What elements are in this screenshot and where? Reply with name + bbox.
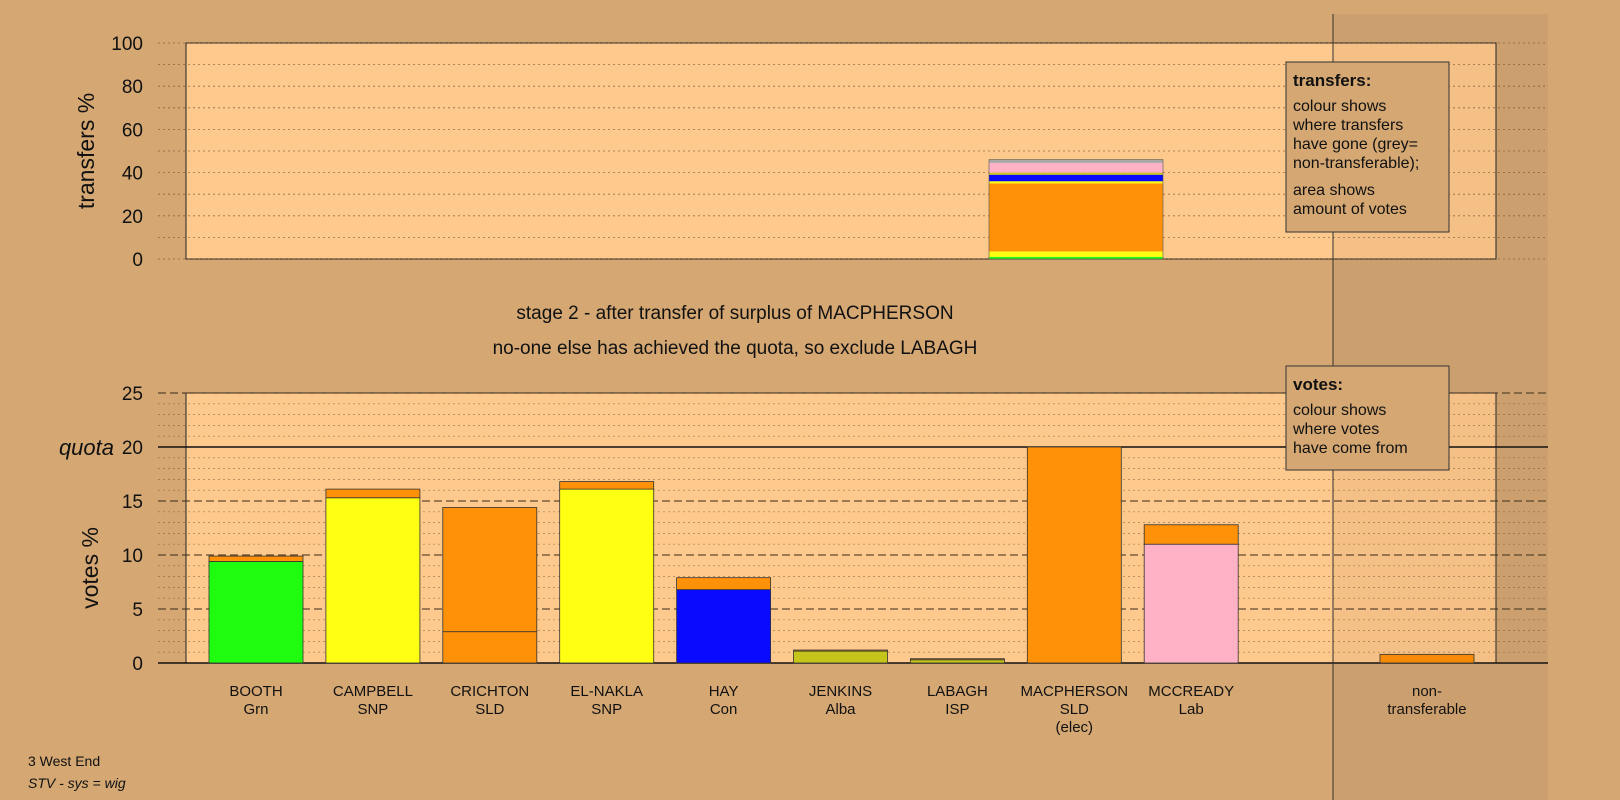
candidate-party-label: SLD [475,701,504,718]
transfer-segment-mccready [989,162,1163,173]
votes-y-tick-label: 15 [122,492,143,513]
bar-campbell-segment [325,488,421,499]
bar-el-nakla-segment [559,481,655,490]
transfers-legend-text: non-transferable); [1293,155,1419,172]
ward-name: 3 West End [28,753,100,769]
bar-booth-segment [208,561,304,664]
candidate-name-label: CAMPBELL [333,683,413,700]
transfers-y-tick-label: 20 [122,207,143,228]
votes-y-tick-label: 10 [122,546,143,567]
transfers-legend-text: colour shows [1293,98,1386,115]
candidate-name-label: LABAGH [927,683,988,700]
transfer-segment-crichton [989,183,1163,252]
candidate-party-label: SLD [1060,701,1089,718]
transfers-y-tick-label: 40 [122,164,143,185]
transfers-y-tick-label: 80 [122,77,143,98]
system-label: STV - sys = wig [28,775,126,791]
transfers-legend-text: where transfers [1292,117,1403,134]
bar-hay-segment [676,577,771,590]
transfers-y-tick-label: 60 [122,120,143,141]
candidate-name-label: CRICHTON [450,683,529,700]
votes-y-tick-label: 5 [132,600,143,621]
votes-legend-text: where votes [1292,421,1379,438]
bar-mccready-segment [1143,524,1239,545]
transfer-segment-booth [989,256,1163,259]
quota-label: quota [59,435,114,460]
transfers-y-tick-label: 0 [132,250,143,271]
transfer-bar-outline [988,159,1164,260]
votes-y-tick-label: 0 [132,654,143,675]
bar-jenkins-segment [793,650,888,664]
bar-crichton-segment [442,507,538,633]
votes-y-tick-label: 20 [122,438,143,459]
transfer-segment-el-nakla [989,181,1163,184]
votes-legend: votes: colour shows where votes have come f… [1285,365,1450,471]
candidate-party-label: Alba [825,701,856,718]
transfers-y-axis-label: transfers % [73,93,99,209]
transfer-segment-campbell [989,251,1163,257]
candidate-name-label: EL-NAKLA [570,683,643,700]
candidate-party-label: Con [710,701,738,718]
candidate-party-label: SNP [357,701,388,718]
votes-y-axis-label: votes % [77,527,103,609]
stage-subtitle: no-one else has achieved the quota, so e… [493,338,978,359]
nontransferable-label: non- [1412,683,1442,700]
bar-campbell-segment [325,497,421,664]
candidate-name-label: JENKINS [809,683,872,700]
votes-y-tick-label: 25 [122,384,143,405]
candidate-party-label: SNP [591,701,622,718]
bar-el-nakla-segment [559,488,655,664]
candidate-name-label: HAY [709,683,739,700]
votes-legend-box [1285,365,1450,471]
votes-legend-text: colour shows [1293,402,1386,419]
bar-jenkins-segment [793,649,888,652]
bar-nontransferable [1379,653,1475,664]
transfers-legend-text: area shows [1293,182,1375,199]
candidate-party-label: Lab [1179,701,1204,718]
nontransferable-label: transferable [1387,701,1466,718]
bar-labagh-segment [910,659,1005,664]
bar-mccready-segment [1143,543,1239,664]
votes-legend-title: votes: [1293,375,1343,394]
transfer-segment-non-transferable [989,159,1163,163]
candidate-party-label: ISP [945,701,969,718]
bar-macpherson-segment [1026,446,1122,664]
candidate-elected-label: (elec) [1056,719,1094,736]
transfer-segment-labagh [989,172,1163,174]
transfers-legend-text: have gone (grey= [1293,136,1418,153]
candidate-party-label: Grn [243,701,268,718]
transfers-legend-box [1285,61,1450,233]
transfers-legend-text: amount of votes [1293,201,1407,218]
stage-title: stage 2 - after transfer of surplus of M… [516,303,953,324]
transfer-segment-jenkins [989,173,1163,175]
transfer-segment-hay [989,174,1163,182]
bar-hay-segment [676,589,771,664]
bar-labagh-segment [910,658,1005,661]
candidate-name-label: BOOTH [229,683,282,700]
bar-booth-segment [208,555,304,562]
candidate-name-label: MCCREADY [1148,683,1234,700]
transfers-legend-title: transfers: [1293,71,1371,90]
votes-legend-text: have come from [1293,440,1408,457]
bar-crichton-segment [442,631,538,664]
transfers-chart: 0 20 40 60 80 100 transfers % [73,34,1548,271]
transfers-legend: transfers: colour shows where transfers hav… [1285,61,1450,233]
transfers-y-tick-label: 100 [111,34,143,55]
candidate-name-label: MACPHERSON [1021,683,1129,700]
